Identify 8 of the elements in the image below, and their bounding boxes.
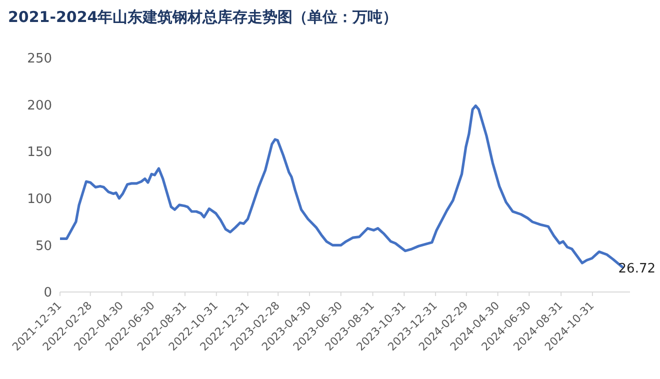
y-tick-label: 0 — [44, 286, 52, 301]
y-tick-label: 150 — [27, 145, 52, 160]
y-tick-label: 250 — [27, 52, 52, 67]
data-label: 26.72 — [618, 262, 656, 277]
chart-title: 2021-2024年山东建筑钢材总库存走势图（单位：万吨） — [8, 8, 398, 27]
y-tick-label: 200 — [27, 98, 52, 114]
y-tick-label: 50 — [35, 238, 52, 254]
y-tick-label: 100 — [27, 192, 52, 208]
